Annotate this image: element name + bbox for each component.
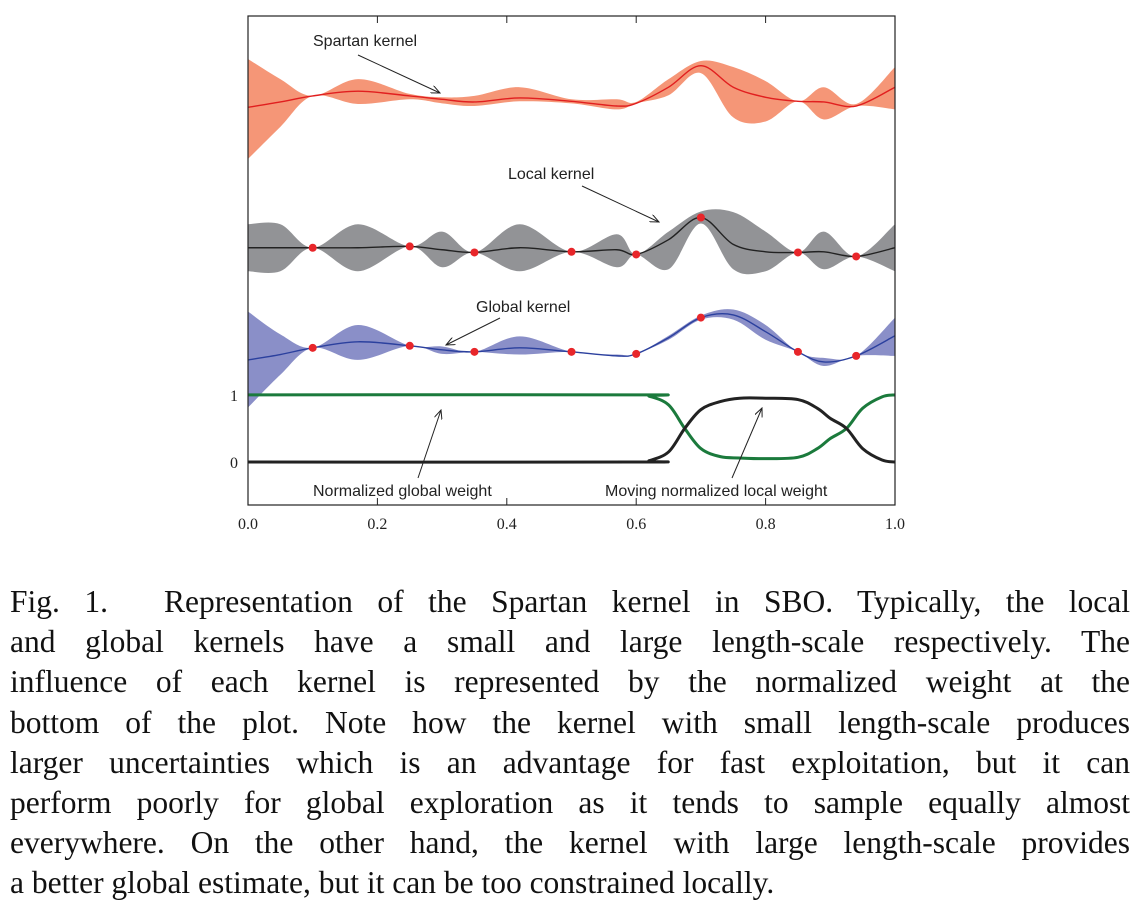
spartan-kernel-uncertainty-band	[248, 58, 895, 160]
global-observation-point	[405, 341, 414, 350]
global-observation-point	[308, 343, 317, 352]
arrow-spartan	[357, 54, 440, 93]
label-local-kernel: Local kernel	[508, 166, 594, 183]
annotations: Spartan kernel Local kernel Global kerne…	[313, 33, 828, 500]
arrow-local-weight	[731, 408, 762, 479]
normalized-global-weight-line	[247, 393, 896, 461]
caption-line: perform poorly for global exploration as…	[10, 785, 1130, 821]
caption-line: bottom of the plot. Note how the kernel …	[10, 704, 1130, 740]
y-tick-label: 1	[230, 388, 238, 405]
global-observation-point	[852, 351, 861, 360]
axes-frame	[247, 15, 896, 506]
spartan-kernel-mean-line	[247, 65, 896, 109]
figure-caption: Fig. 1. Representation of the Spartan ke…	[10, 582, 1130, 904]
caption-line: everywhere. On the other hand, the kerne…	[10, 825, 1130, 861]
arrow-global-weight	[417, 410, 441, 479]
caption-line: and global kernels have a small and larg…	[10, 624, 1130, 660]
caption-line: larger uncertainties which is an advanta…	[10, 744, 1130, 780]
x-tick-label: 0.0	[238, 516, 258, 533]
global-observation-point	[696, 313, 705, 322]
x-tick-label: 0.6	[626, 516, 646, 533]
label-global-kernel: Global kernel	[476, 299, 570, 316]
moving-local-weight-line	[247, 396, 896, 464]
x-tick-label: 0.2	[367, 516, 387, 533]
label-spartan-kernel: Spartan kernel	[313, 33, 417, 50]
local-observation-point	[567, 247, 576, 256]
local-observation-point	[308, 243, 317, 252]
x-tick-label: 1.0	[885, 516, 905, 533]
arrow-local	[581, 185, 659, 222]
local-observation-point	[470, 248, 479, 257]
local-observation-point	[405, 242, 414, 251]
local-kernel-uncertainty-band	[248, 209, 895, 275]
global-observation-point	[470, 347, 479, 356]
label-moving-local-weight: Moving normalized local weight	[605, 483, 828, 500]
arrow-global	[446, 317, 501, 345]
global-kernel-uncertainty-band	[248, 309, 895, 408]
global-observation-point	[567, 347, 576, 356]
spartan-kernel-figure: 0.0 0.2 0.4 0.6 0.8 1.0 0 1 Spartan kernel Loca…	[230, 15, 905, 533]
local-observation-point	[696, 213, 705, 222]
x-tick-label: 0.8	[756, 516, 776, 533]
y-tick-label: 0	[230, 455, 238, 472]
caption-line: Fig. 1. Representation of the Spartan ke…	[10, 584, 1130, 619]
caption-line: a better global estimate, but it can be …	[10, 865, 775, 901]
global-observation-point	[793, 347, 802, 356]
local-observation-point	[632, 250, 641, 259]
label-normalized-global-weight: Normalized global weight	[313, 483, 492, 500]
global-observation-point	[632, 349, 641, 358]
local-observation-point	[852, 252, 861, 261]
caption-line: influence of each kernel is represented …	[10, 664, 1130, 700]
local-observation-point	[793, 248, 802, 257]
x-tick-label: 0.4	[497, 516, 517, 533]
